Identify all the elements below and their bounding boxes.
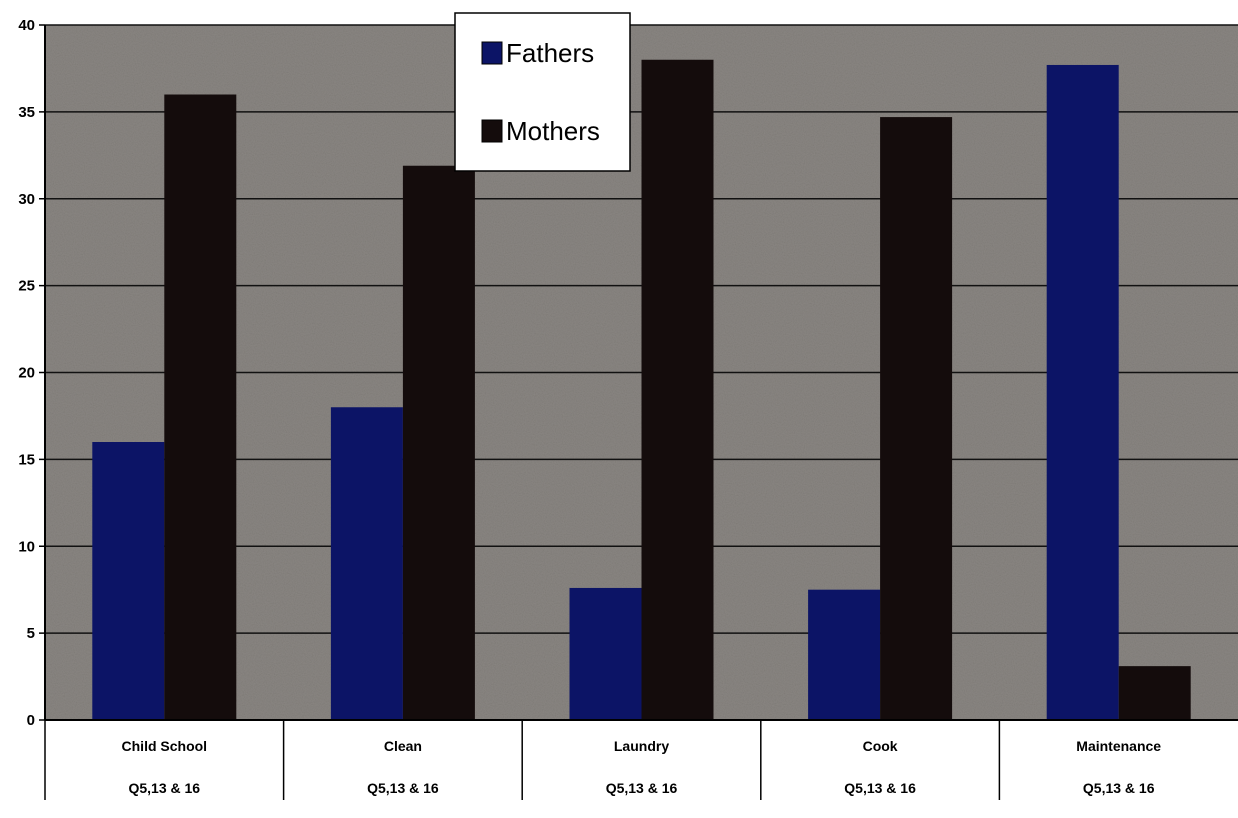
y-tick-label: 0 xyxy=(27,712,35,729)
category-sublabel: Q5,13 & 16 xyxy=(606,780,678,796)
category-sublabel: Q5,13 & 16 xyxy=(367,780,439,796)
legend-swatch-fathers xyxy=(481,41,503,65)
y-tick-label: 40 xyxy=(18,17,35,34)
legend-label-fathers: Fathers xyxy=(506,38,594,68)
category-label: Maintenance xyxy=(1076,738,1161,754)
category-labels: Child School Q5,13 & 16 Clean Q5,13 & 16 Lau… xyxy=(44,720,1161,800)
y-tick-label: 15 xyxy=(18,451,35,468)
y-tick-label: 30 xyxy=(18,191,35,208)
category-sublabel: Q5,13 & 16 xyxy=(844,780,916,796)
category-label: Laundry xyxy=(614,738,669,754)
bar-mothers-cook xyxy=(880,117,953,720)
bar-mothers-clean xyxy=(402,165,475,721)
category-label: Child School xyxy=(122,738,208,754)
bars xyxy=(92,59,1191,721)
bar-mothers-maintenance xyxy=(1118,666,1191,720)
y-tick-label: 5 xyxy=(27,625,35,642)
y-tick-label: 20 xyxy=(18,365,35,382)
bar-fathers-maintenance xyxy=(1046,64,1119,720)
category-sublabel: Q5,13 & 16 xyxy=(1083,780,1155,796)
bar-fathers-cook xyxy=(808,589,881,720)
category-label: Clean xyxy=(384,738,422,754)
category-label: Cook xyxy=(863,738,898,754)
category-sublabel: Q5,13 & 16 xyxy=(128,780,200,796)
legend-swatch-mothers xyxy=(481,119,503,143)
bar-mothers-child-school xyxy=(164,94,237,720)
y-tick-label: 25 xyxy=(18,278,35,295)
legend: Fathers Mothers xyxy=(454,12,631,172)
legend-box xyxy=(454,12,631,172)
bar-mothers-laundry xyxy=(641,59,714,720)
bar-fathers-laundry xyxy=(569,587,642,720)
y-tick-label: 10 xyxy=(18,538,35,555)
y-tick-label: 35 xyxy=(18,104,35,121)
bar-fathers-child-school xyxy=(92,442,165,720)
y-tick-labels: 0 5 10 15 20 25 30 35 40 xyxy=(18,17,45,729)
bar-fathers-clean xyxy=(330,407,403,720)
legend-label-mothers: Mothers xyxy=(506,116,600,146)
